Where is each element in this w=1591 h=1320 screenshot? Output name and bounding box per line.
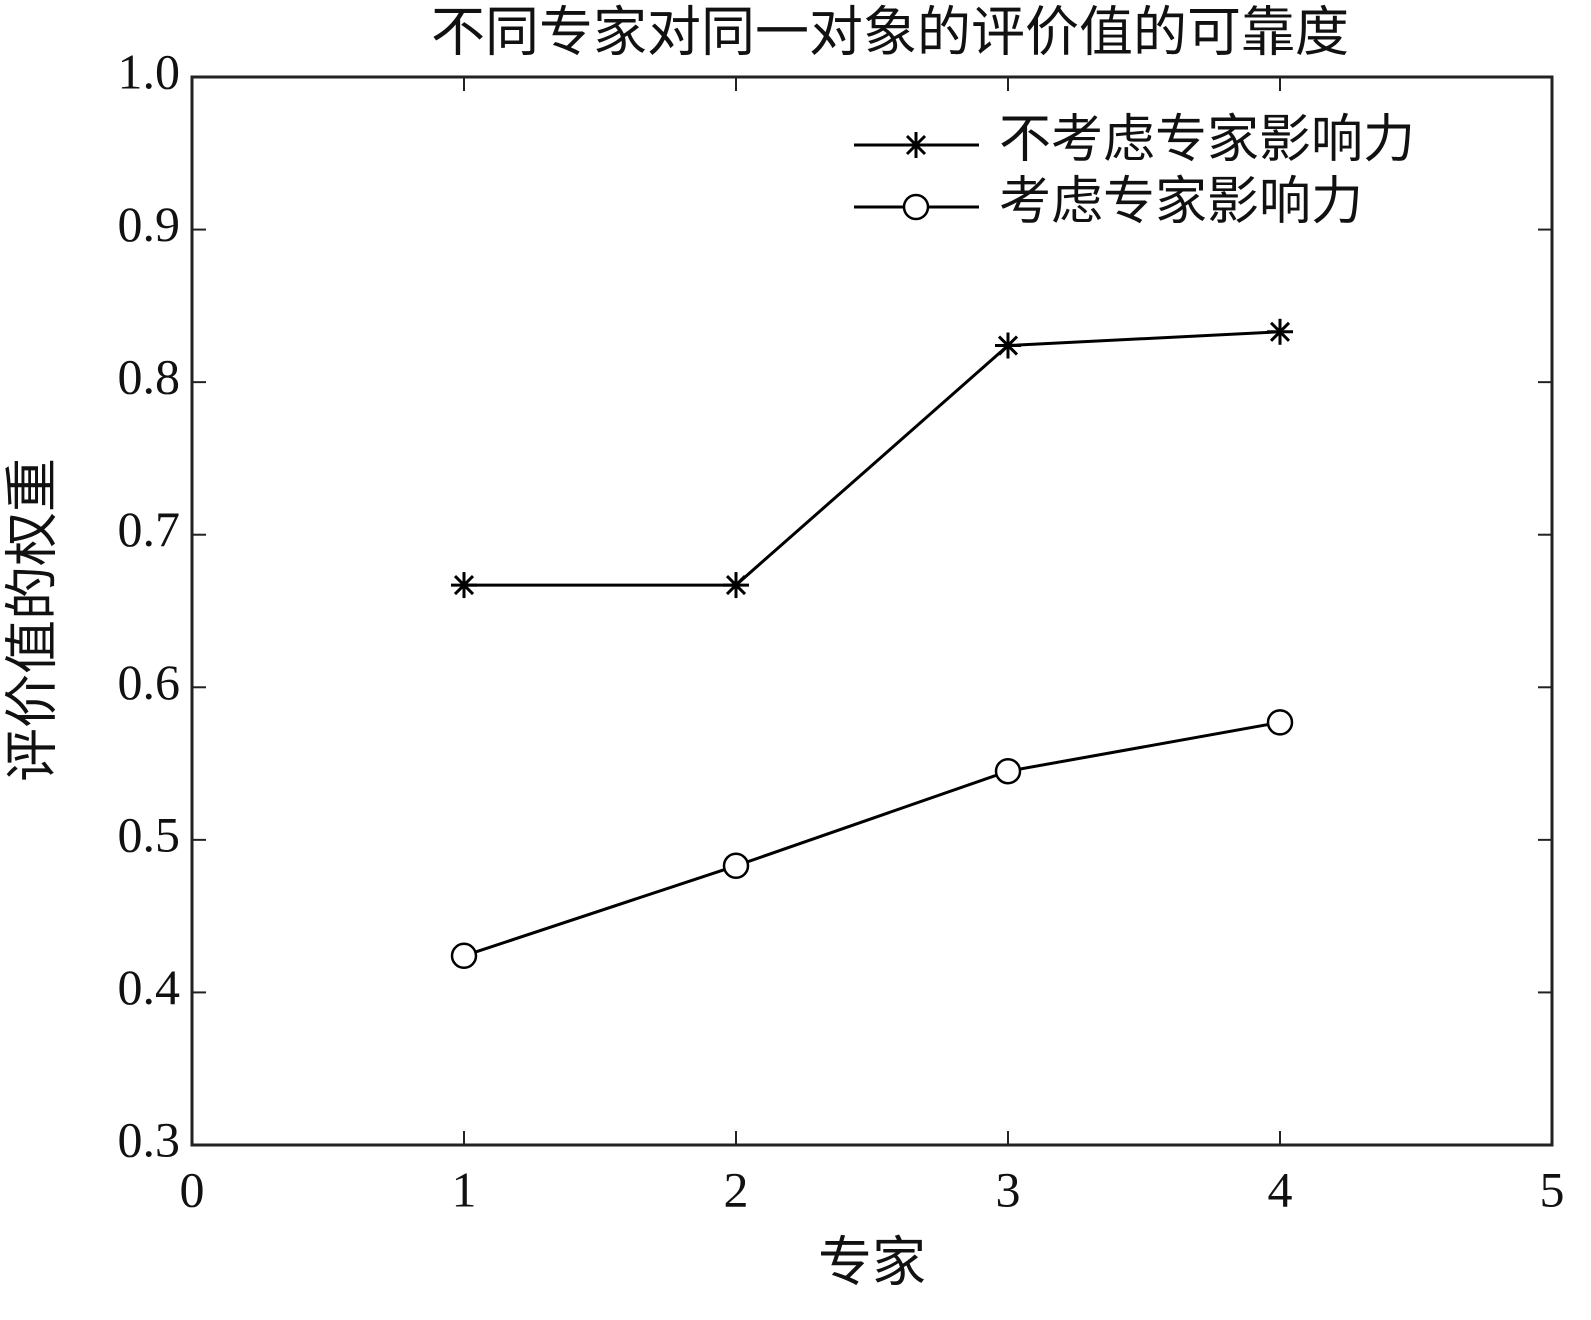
y-tick-label: 1.0: [118, 43, 181, 99]
series-line: [464, 330, 1281, 587]
marker-stroke: [997, 335, 1019, 356]
legend-label: 不考虑专家影响力: [999, 112, 1415, 169]
chart-title: 不同专家对同一对象的评价值的可靠度: [431, 2, 1349, 62]
marker: [902, 193, 930, 221]
marker: [451, 572, 477, 599]
y-axis-label: 评价值的权重: [2, 458, 62, 782]
x-tick-label: 0: [180, 1161, 205, 1217]
x-tick-label: 1: [452, 1161, 477, 1217]
x-axis-label: 专家: [818, 1232, 926, 1292]
series-line: [463, 720, 1281, 958]
y-tick-label: 0.8: [118, 349, 181, 405]
marker: [1266, 709, 1294, 736]
y-tick-label: 0.4: [118, 959, 181, 1015]
marker: [722, 852, 750, 880]
marker: [994, 757, 1022, 785]
y-tick-label: 0.9: [118, 196, 181, 252]
x-tick-label: 2: [724, 1161, 749, 1217]
x-tick-label: 4: [1268, 1161, 1293, 1217]
y-tick-label: 0.3: [118, 1111, 181, 1167]
marker: [995, 332, 1021, 359]
legend-label: 考虑专家影响力: [999, 174, 1363, 231]
y-tick-label: 0.6: [118, 654, 181, 710]
marker-stroke: [1269, 321, 1291, 342]
marker-stroke: [905, 134, 927, 156]
marker-stroke: [725, 575, 747, 596]
plot-frame: [190, 75, 1554, 1147]
x-tick-label: 5: [1540, 1161, 1565, 1217]
marker: [450, 942, 478, 970]
x-tick-label: 3: [996, 1161, 1021, 1217]
marker: [1267, 318, 1293, 345]
marker: [723, 572, 749, 599]
marker: [903, 132, 929, 158]
marker-stroke: [453, 575, 475, 596]
y-tick-label: 0.5: [118, 806, 181, 862]
y-tick-label: 0.7: [118, 501, 181, 557]
